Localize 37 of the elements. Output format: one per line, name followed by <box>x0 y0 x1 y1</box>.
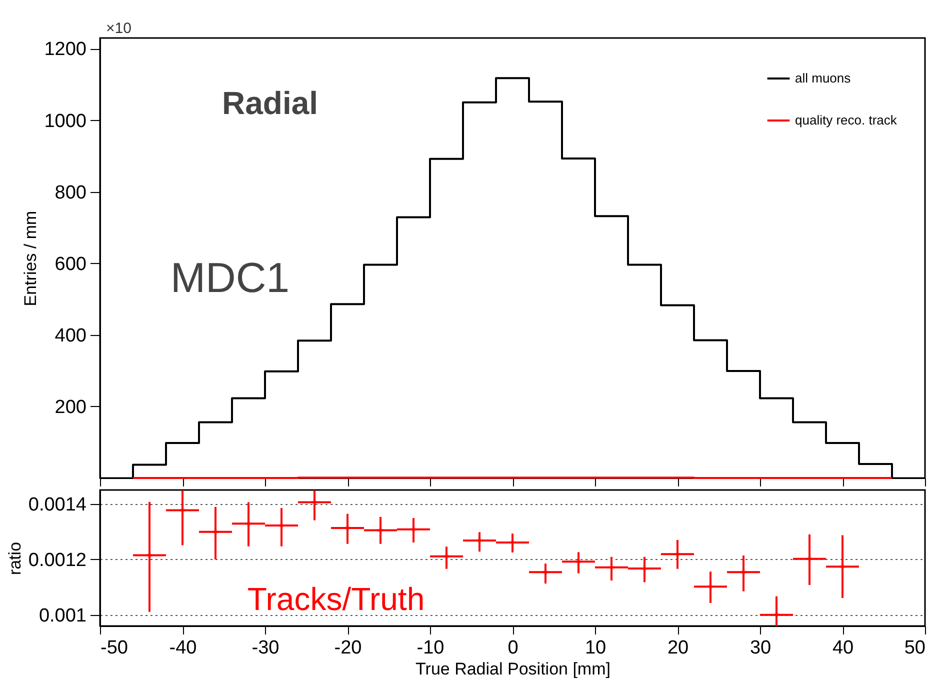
text: ×10 <box>106 20 132 37</box>
y-tick-label: 0.0012 <box>28 550 86 571</box>
y-tick-label: 0.0014 <box>28 494 87 516</box>
point <box>180 508 186 513</box>
x-tick-label: 30 <box>750 638 772 658</box>
x-tick-label: 10 <box>584 638 606 658</box>
y-axis-title: Entries / mm <box>21 210 40 306</box>
x-tick-label: -20 <box>334 638 362 658</box>
legend-label: quality reco. track <box>795 112 898 128</box>
x-tick-label: 50 <box>904 638 926 658</box>
x-tick-label: -30 <box>252 638 280 658</box>
y-tick-label: 1200 <box>44 39 86 60</box>
legend-label: all muons <box>795 70 852 86</box>
annotation: MDC1 <box>170 254 290 301</box>
point <box>444 554 450 560</box>
point <box>740 569 746 575</box>
y-tick-label: 800 <box>54 182 86 204</box>
annotation: Radial <box>222 85 318 121</box>
x-tick-label: 40 <box>832 638 854 658</box>
x-tick-label: -50 <box>100 638 128 658</box>
x-tick-label: 0 <box>508 638 518 658</box>
point <box>542 569 548 575</box>
y-axis-title: ratio <box>5 542 24 576</box>
point <box>806 556 812 562</box>
x-tick-label: -40 <box>169 638 197 658</box>
y-tick-label: 200 <box>54 396 86 418</box>
point <box>146 552 152 558</box>
x-axis-title: True Radial Position [mm] <box>416 660 610 678</box>
point <box>312 499 318 505</box>
y-tick-label: 0.001 <box>38 605 86 626</box>
y-tick-label: 1000 <box>44 110 86 132</box>
point <box>378 528 384 533</box>
y-tick-label: 400 <box>54 325 86 346</box>
x-tick-label: 20 <box>667 638 689 658</box>
annotation: Tracks/Truth <box>247 581 425 617</box>
y-tick-label: 600 <box>54 254 86 275</box>
x-tick-label: -10 <box>416 638 444 658</box>
